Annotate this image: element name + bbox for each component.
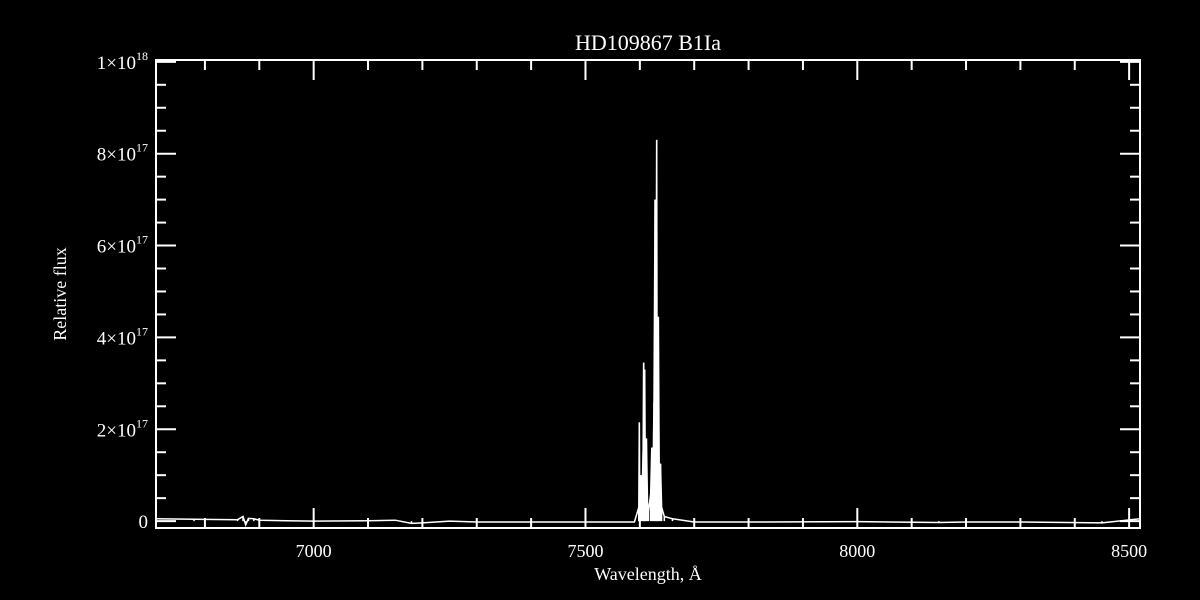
y-tick-mantissa: 6×10 [97,237,136,258]
x-tick-label: 7000 [296,541,332,561]
y-tick-label: 2×1017 [97,416,148,441]
series-group [155,139,1141,527]
y-tick-mantissa: 8×10 [97,145,136,166]
y-tick-exponent: 17 [136,324,148,338]
x-tick-label: 7500 [567,541,603,561]
y-tick-mantissa: 4×10 [97,328,136,349]
y-tick-label: 4×1017 [97,324,148,349]
chart-title: HD109867 B1Ia [575,30,721,55]
y-axis-label: Relative flux [50,247,70,340]
y-tick-exponent: 17 [136,416,148,430]
axis-ticks [156,60,1140,528]
y-tick-mantissa: 0 [139,512,149,533]
y-tick-label: 0 [139,512,149,533]
plot-frame [155,59,1141,529]
y-tick-exponent: 18 [136,49,148,63]
y-tick-exponent: 17 [136,233,148,247]
y-tick-mantissa: 2×10 [97,420,136,441]
y-tick-label: 8×1017 [97,141,148,166]
y-tick-label: 6×1017 [97,233,148,258]
spectrum-line [155,139,1141,527]
y-tick-label: 1×1018 [97,49,148,74]
y-tick-exponent: 17 [136,141,148,155]
x-axis-label: Wavelength, Å [594,564,702,584]
x-tick-label: 8500 [1111,541,1147,561]
tick-labels: 7000 7500 8000 850002×10174×10176×10178×101… [97,49,1147,561]
y-tick-mantissa: 1×10 [97,53,136,74]
x-tick-label: 8000 [839,541,875,561]
